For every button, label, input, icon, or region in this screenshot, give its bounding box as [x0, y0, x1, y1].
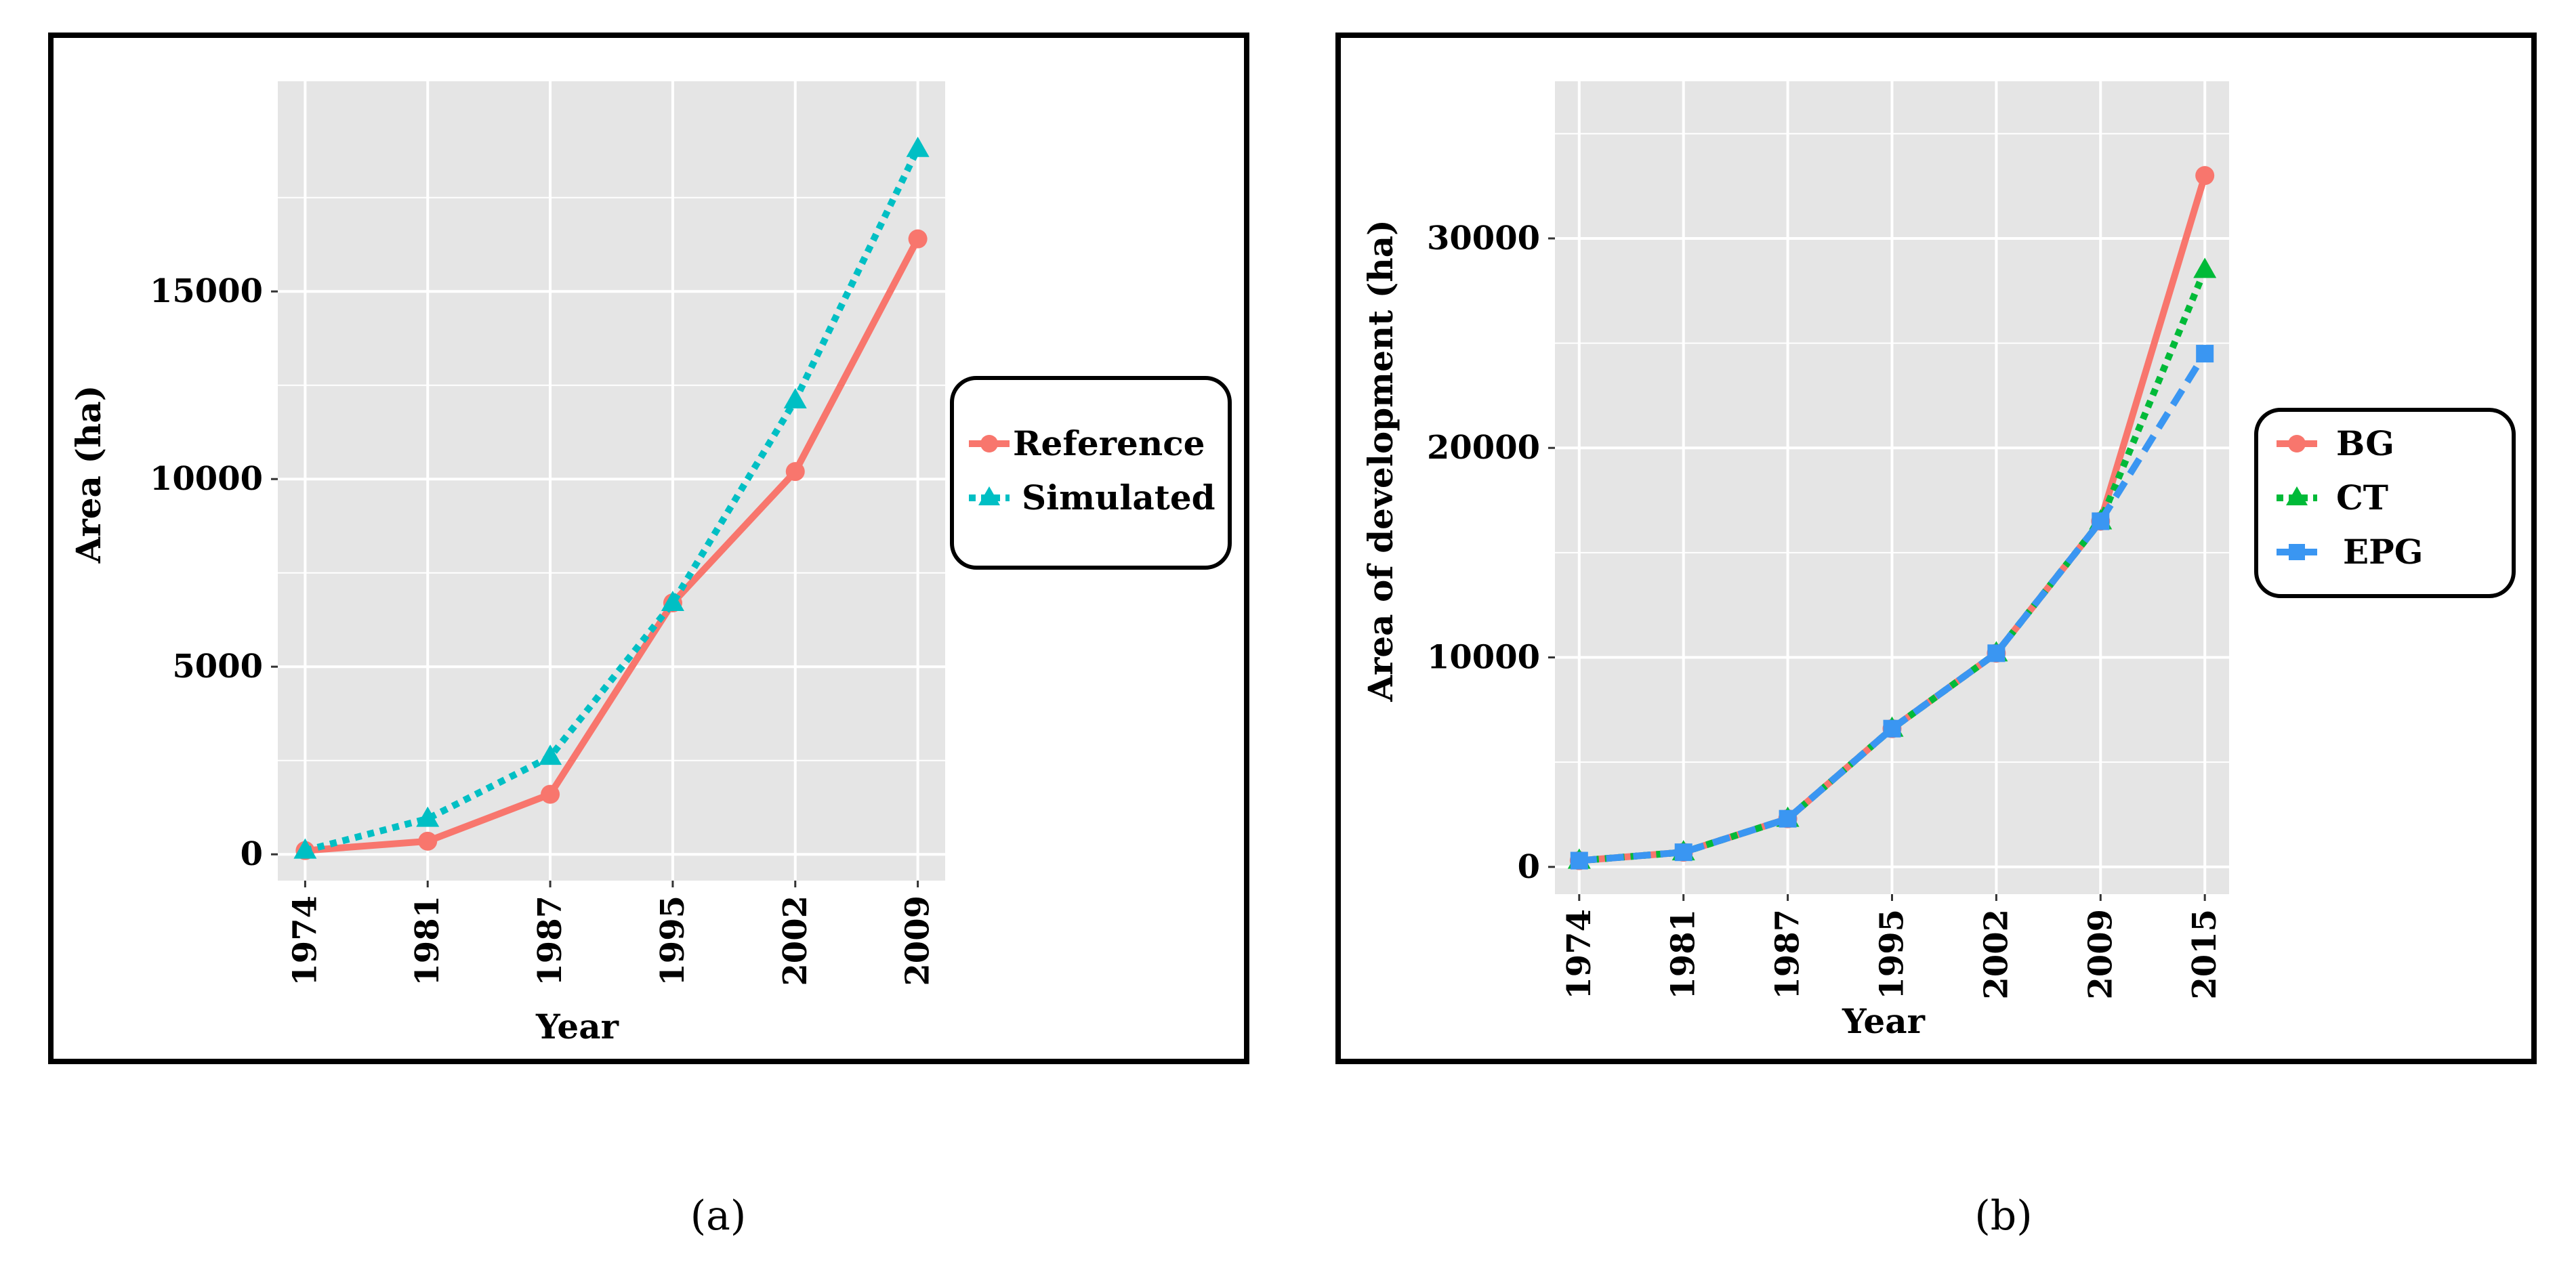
y-tick-label: 0 — [1518, 848, 1540, 886]
x-tick-label: 2009 — [2081, 909, 2119, 1000]
x-tick-label: 2015 — [2186, 909, 2224, 1000]
y-tick-label: 10000 — [150, 460, 263, 498]
legend-key-simulated — [969, 486, 1010, 505]
data-point-simulated — [539, 744, 562, 765]
data-point-reference — [418, 831, 438, 851]
series-line-reference — [305, 237, 921, 854]
data-point-simulated — [416, 806, 440, 827]
y-tick-label: 30000 — [1427, 219, 1540, 257]
legend-key-ct — [2277, 486, 2317, 505]
chart-a-legend-box — [950, 376, 1232, 570]
chart-b-y-ticks: 0 10000 20000 30000 — [1427, 219, 1555, 886]
y-tick-label: 10000 — [1427, 639, 1540, 677]
data-point-simulated — [293, 838, 317, 859]
data-point-epg — [1987, 644, 2006, 662]
y-tick-label: 15000 — [150, 272, 263, 310]
legend-key-epg — [2277, 544, 2317, 560]
chart-a-legend: Reference Simulated — [950, 376, 1232, 570]
chart-b: 0 10000 20000 30000 1974 1981 1987 1995 2002 200… — [1335, 33, 2537, 1240]
x-tick-label: 2002 — [776, 896, 814, 986]
legend-label-reference: Reference — [1013, 423, 1205, 463]
caption-b: (b) — [1974, 1192, 2032, 1240]
data-point-reference — [541, 784, 560, 804]
legend-label-epg: EPG — [2343, 532, 2423, 572]
data-point-simulated — [661, 591, 684, 612]
data-point-epg — [1570, 851, 1588, 870]
legend-key-reference — [969, 435, 1010, 452]
legend-label-simulated: Simulated — [1022, 478, 1216, 518]
caption-a: (a) — [690, 1192, 747, 1240]
data-point-epg — [1883, 719, 1901, 738]
data-point-simulated — [906, 136, 930, 157]
legend-key-bg — [2277, 435, 2317, 452]
data-point-bg — [2195, 166, 2215, 186]
y-tick-label: 20000 — [1427, 429, 1540, 467]
data-point-ct — [2193, 257, 2217, 278]
chart-b-y-axis-label: Area of development (ha) — [1360, 219, 1400, 702]
chart-a-x-ticks: 1974 1981 1987 1995 2002 2009 — [286, 881, 937, 986]
x-tick-label: 2002 — [1977, 909, 2015, 1000]
data-point-epg — [1779, 809, 1797, 828]
x-tick-label: 1987 — [1769, 909, 1807, 1000]
chart-b-x-ticks: 1974 1981 1987 1995 2002 2009 2015 — [1560, 894, 2224, 1000]
chart-a-series — [293, 136, 930, 860]
x-tick-label: 1995 — [654, 896, 692, 986]
data-point-epg — [2092, 512, 2110, 530]
chart-a-plot-panel — [278, 81, 945, 881]
chart-b-x-axis-label: Year — [1842, 1001, 1926, 1041]
chart-b-gridlines — [1555, 81, 2229, 894]
chart-a: 0 5000 10000 15000 1974 1981 1987 1995 2002 2009… — [48, 33, 1249, 1240]
data-point-epg — [2196, 345, 2214, 363]
chart-a-y-axis-label: Area (ha) — [68, 385, 108, 564]
data-point-reference — [785, 462, 805, 482]
x-tick-label: 1981 — [409, 896, 446, 986]
x-tick-label: 1974 — [1560, 909, 1598, 1000]
chart-b-series — [1567, 166, 2217, 870]
legend-label-bg: BG — [2336, 423, 2394, 463]
x-tick-label: 1995 — [1873, 909, 1911, 1000]
legend-label-ct: CT — [2336, 478, 2388, 518]
x-tick-label: 1974 — [286, 896, 324, 986]
chart-b-legend: BG CT EPG — [2254, 408, 2516, 598]
x-tick-label: 2009 — [899, 896, 937, 986]
series-line-simulated — [304, 147, 921, 854]
x-tick-label: 1981 — [1665, 909, 1703, 1000]
chart-b-legend-box — [2254, 408, 2516, 598]
data-point-simulated — [783, 387, 807, 408]
chart-a-x-axis-label: Year — [535, 1007, 619, 1047]
data-point-reference — [908, 229, 928, 249]
y-tick-label: 5000 — [172, 648, 263, 686]
y-tick-label: 0 — [241, 835, 263, 873]
chart-a-y-ticks: 0 5000 10000 15000 — [150, 272, 278, 873]
x-tick-label: 1987 — [531, 896, 569, 986]
data-point-epg — [1674, 843, 1692, 862]
